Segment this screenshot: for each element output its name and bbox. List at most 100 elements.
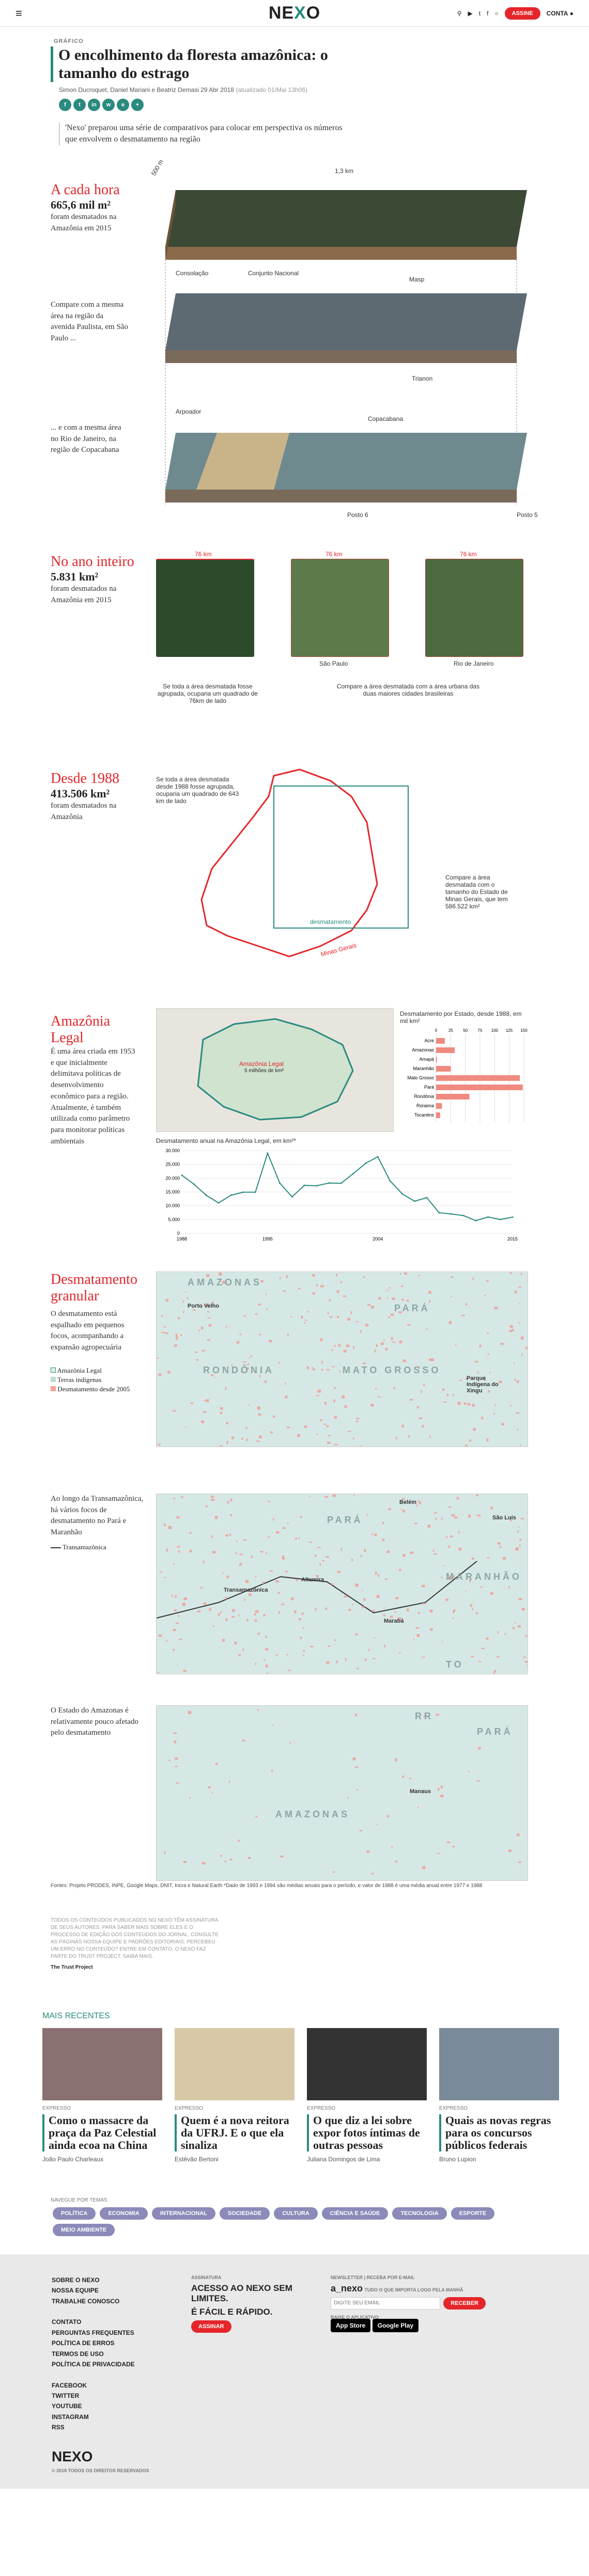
deforestation-patch xyxy=(513,1362,515,1364)
theme-tag[interactable]: CIÊNCIA E SAÚDE xyxy=(321,2207,389,2220)
theme-tag[interactable]: SOCIEDADE xyxy=(219,2207,270,2220)
theme-tag[interactable]: POLÍTICA xyxy=(53,2207,96,2220)
recent-card[interactable]: EXPRESSO Quais as novas regras para os co… xyxy=(439,2028,559,2163)
subscribe-button[interactable]: ASSINE xyxy=(504,7,540,20)
deforestation-patch xyxy=(370,1404,374,1407)
deforestation-patch xyxy=(195,1351,198,1353)
deforestation-patch xyxy=(417,1806,419,1808)
account-link[interactable]: CONTA ● xyxy=(546,9,574,17)
share-email-icon[interactable]: e xyxy=(117,99,129,111)
facebook-icon[interactable]: f xyxy=(487,9,489,17)
deforestation-patch xyxy=(315,1554,317,1557)
deforestation-patch xyxy=(201,1349,205,1352)
site-logo[interactable]: NEXO xyxy=(268,3,321,23)
deforestation-patch xyxy=(211,1535,213,1538)
deforestation-patch xyxy=(388,1508,391,1511)
deforestation-patch xyxy=(406,1299,409,1302)
deforestation-patch xyxy=(391,1313,394,1316)
deforestation-patch xyxy=(509,1272,512,1274)
recent-card[interactable]: EXPRESSO Quem é a nova reitora da UFRJ. E… xyxy=(175,2028,295,2163)
deforestation-patch xyxy=(278,1611,280,1614)
deforestation-patch xyxy=(251,1355,253,1357)
deforestation-patch xyxy=(297,1434,300,1437)
deforestation-patch xyxy=(175,1595,177,1598)
deforestation-patch xyxy=(265,1664,268,1668)
deforestation-patch xyxy=(372,1658,376,1659)
deforestation-patch xyxy=(432,1549,435,1552)
deforestation-patch xyxy=(433,1553,437,1555)
deforestation-patch xyxy=(332,1494,336,1497)
deforestation-patch xyxy=(512,1329,514,1331)
deforestation-patch xyxy=(275,1531,280,1534)
deforestation-patch xyxy=(339,1370,340,1372)
deforestation-patch xyxy=(514,1622,517,1624)
app-store-button[interactable]: App Store xyxy=(331,2318,371,2332)
deforestation-patch xyxy=(316,1283,318,1287)
recent-card[interactable]: EXPRESSO Como o massacre da praça da Paz … xyxy=(42,2028,162,2163)
deforestation-patch xyxy=(433,1512,437,1514)
search-icon[interactable]: ⚲ xyxy=(457,9,462,17)
deforestation-patch xyxy=(416,1504,418,1506)
share-more-icon[interactable]: + xyxy=(131,99,144,111)
deforestation-patch xyxy=(316,1575,319,1577)
deforestation-patch xyxy=(321,1368,323,1371)
deforestation-patch xyxy=(200,1420,205,1423)
deforestation-patch xyxy=(245,1427,248,1429)
deforestation-patch xyxy=(471,1655,474,1657)
deforestation-patch xyxy=(345,1657,347,1661)
menu-icon[interactable]: ≡ xyxy=(16,6,22,20)
deforestation-patch xyxy=(343,1295,346,1297)
legal-amazon-map: Amazônia Legal 5 milhões de km² xyxy=(156,1008,394,1132)
share-facebook-icon[interactable]: f xyxy=(59,99,71,111)
scale-label: 1,3 km xyxy=(335,167,354,175)
email-field[interactable] xyxy=(331,2297,441,2310)
deforestation-patch xyxy=(472,1608,474,1610)
deforestation-patch xyxy=(304,1425,307,1428)
deforestation-patch xyxy=(334,1344,336,1347)
deforestation-patch xyxy=(299,1812,301,1815)
deforestation-patch xyxy=(264,1659,266,1661)
deforestation-patch xyxy=(441,1576,443,1578)
deforestation-patch xyxy=(448,1545,451,1548)
deforestation-patch xyxy=(319,1419,322,1421)
deforestation-patch xyxy=(211,1374,214,1376)
footer-logo[interactable]: NEXO xyxy=(52,2448,93,2464)
deforestation-patch xyxy=(451,1276,454,1278)
deforestation-patch xyxy=(413,1639,415,1640)
deforestation-patch xyxy=(240,1563,242,1565)
deforestation-patch xyxy=(376,1344,378,1347)
theme-tag[interactable]: MEIO AMBIENTE xyxy=(53,2223,115,2236)
deforestation-patch xyxy=(238,1839,240,1842)
google-play-button[interactable]: Google Play xyxy=(372,2318,419,2332)
footer-subscribe-button[interactable]: ASSINAR xyxy=(191,2320,231,2333)
deforestation-patch xyxy=(301,1315,303,1319)
theme-tag[interactable]: ESPORTE xyxy=(451,2207,495,2220)
share-linkedin-icon[interactable]: in xyxy=(88,99,100,111)
youtube-icon[interactable]: ▶ xyxy=(468,9,473,17)
theme-tag[interactable]: TECNOLOGIA xyxy=(392,2207,447,2220)
trust-project-logo[interactable]: The Trust Project xyxy=(51,1964,93,1970)
deforestation-patch xyxy=(520,1444,522,1446)
share-twitter-icon[interactable]: t xyxy=(73,99,86,111)
section-number: 665,6 mil m² xyxy=(51,198,111,211)
deforestation-patch xyxy=(206,1399,209,1402)
deforestation-patch xyxy=(157,1672,159,1673)
deforestation-patch xyxy=(258,1413,261,1416)
theme-tag[interactable]: INTERNACIONAL xyxy=(151,2207,215,2220)
newsletter-button[interactable]: RECEBER xyxy=(443,2297,486,2310)
deforestation-patch xyxy=(473,1428,476,1431)
theme-tag[interactable]: CULTURA xyxy=(274,2207,318,2220)
theme-tag[interactable]: ECONOMIA xyxy=(100,2207,148,2220)
twitter-icon[interactable]: t xyxy=(478,9,481,17)
recent-card[interactable]: EXPRESSO O que diz a lei sobre expor foto… xyxy=(307,2028,427,2163)
instagram-icon[interactable]: ○ xyxy=(494,9,499,17)
deforestation-patch xyxy=(459,1379,462,1381)
deforestation-patch xyxy=(454,1516,458,1519)
deforestation-patch xyxy=(197,1610,201,1612)
share-whatsapp-icon[interactable]: w xyxy=(102,99,115,111)
deforestation-patch xyxy=(334,1443,338,1446)
deforestation-patch xyxy=(363,1371,365,1374)
deforestation-patch xyxy=(514,1378,517,1381)
deforestation-patch xyxy=(520,1517,524,1519)
deforestation-patch xyxy=(236,1540,238,1542)
